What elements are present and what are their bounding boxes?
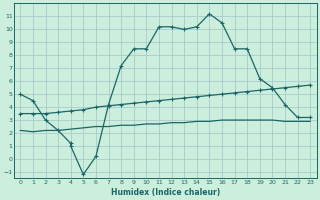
X-axis label: Humidex (Indice chaleur): Humidex (Indice chaleur) [111,188,220,197]
